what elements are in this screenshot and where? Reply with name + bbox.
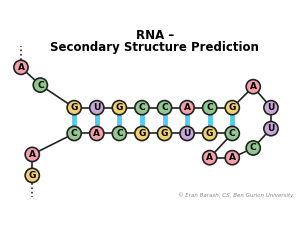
Text: C: C [139,103,145,112]
Circle shape [246,80,260,94]
Text: A: A [29,150,36,159]
Text: RNA –: RNA – [136,29,174,42]
Text: G: G [138,129,146,138]
Circle shape [246,141,260,155]
Text: G: G [229,103,236,112]
Circle shape [225,126,239,141]
Circle shape [202,126,217,141]
Text: C: C [116,129,123,138]
Text: © Eran Barash, CS, Ben Gurion University: © Eran Barash, CS, Ben Gurion University [178,193,293,198]
Text: C: C [206,103,213,112]
Circle shape [67,101,81,115]
Text: U: U [267,103,275,112]
Text: U: U [183,129,191,138]
Circle shape [225,101,239,115]
Circle shape [14,60,28,74]
Circle shape [67,126,81,141]
Circle shape [90,101,104,115]
Circle shape [264,101,278,115]
Text: A: A [250,82,257,91]
Circle shape [158,101,172,115]
Circle shape [112,101,127,115]
Circle shape [112,126,127,141]
Circle shape [90,126,104,141]
Circle shape [180,126,194,141]
Text: U: U [267,124,275,133]
Circle shape [135,101,149,115]
Circle shape [135,126,149,141]
Text: C: C [161,103,168,112]
Text: A: A [17,63,25,72]
Circle shape [25,147,39,162]
Circle shape [180,101,194,115]
Text: G: G [116,103,123,112]
Text: C: C [250,144,256,153]
Circle shape [33,78,47,92]
Text: G: G [206,129,213,138]
Circle shape [264,122,278,136]
Text: Secondary Structure Prediction: Secondary Structure Prediction [50,41,259,54]
Text: C: C [229,129,236,138]
Text: C: C [71,129,77,138]
Text: G: G [70,103,78,112]
Circle shape [202,151,217,165]
Text: G: G [161,129,168,138]
Text: G: G [28,171,36,180]
Text: A: A [93,129,100,138]
Circle shape [202,101,217,115]
Circle shape [158,126,172,141]
Text: A: A [184,103,190,112]
Text: U: U [93,103,100,112]
Text: C: C [37,81,44,90]
Circle shape [25,168,39,182]
Circle shape [225,151,239,165]
Text: A: A [229,153,236,162]
Text: A: A [206,153,213,162]
